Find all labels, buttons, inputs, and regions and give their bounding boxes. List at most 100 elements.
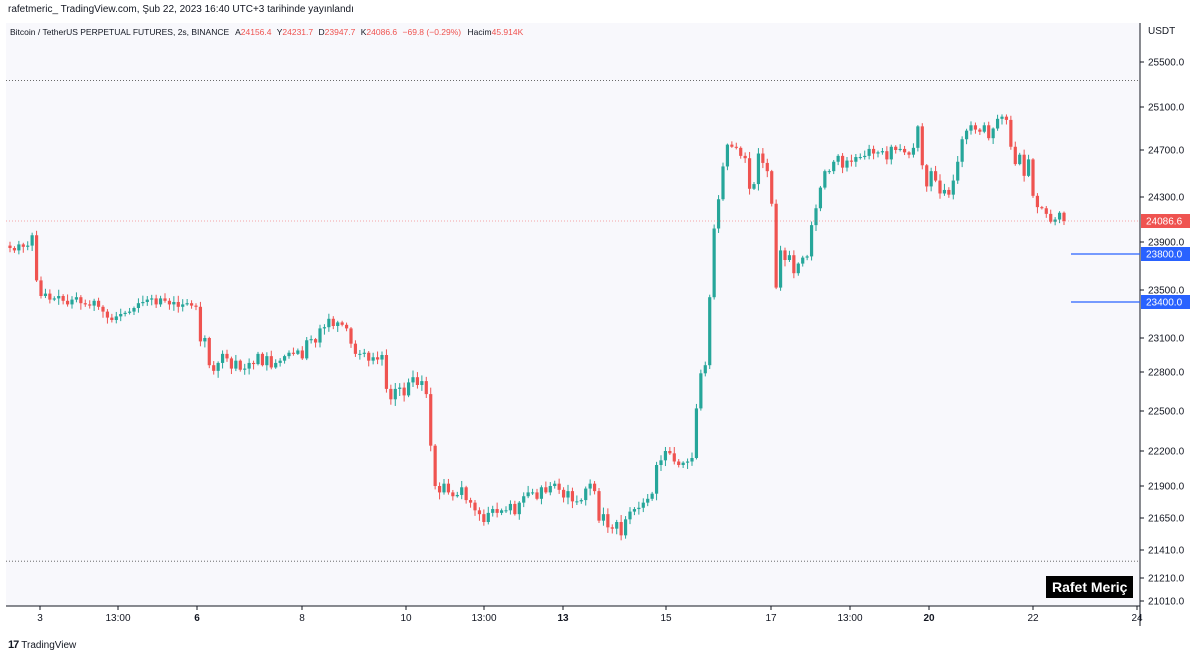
candle-body — [495, 509, 499, 513]
candle-body — [269, 356, 273, 368]
candle-body — [827, 171, 831, 173]
candle-body — [747, 158, 752, 189]
candle-body — [1044, 208, 1048, 214]
candle-body — [991, 128, 995, 139]
candle-body — [189, 303, 194, 306]
candle-body — [863, 155, 867, 158]
candle-body — [437, 486, 442, 493]
candle-body — [172, 302, 176, 305]
candle-body — [468, 500, 473, 503]
price-tick-label: 21900.0 — [1148, 482, 1185, 493]
candle-body — [814, 208, 818, 226]
support-level-badge — [1141, 295, 1190, 309]
plot-area[interactable] — [6, 23, 1140, 606]
candle-body — [1022, 154, 1026, 176]
candle-body — [181, 304, 185, 307]
time-tick-label: 13 — [557, 613, 569, 624]
candle-body — [318, 328, 322, 343]
tradingview-logo-icon[interactable]: 17 — [8, 639, 19, 651]
candle-body — [765, 162, 769, 172]
candle-body — [411, 377, 415, 383]
horizontal-levels[interactable]: 23800.0 23400.0 — [1071, 247, 1190, 309]
candle-body — [336, 322, 340, 326]
candle-body — [127, 311, 132, 313]
candle-body — [194, 305, 198, 307]
time-tick-label: 17 — [765, 613, 777, 624]
candle-body — [367, 352, 371, 361]
candle-body — [491, 509, 495, 513]
candle-body — [1018, 154, 1022, 165]
candle-body — [43, 293, 48, 296]
candle-body — [752, 184, 756, 189]
candle-body — [274, 362, 278, 368]
price-tick-label: 23900.0 — [1148, 238, 1185, 249]
candle-body — [305, 340, 309, 359]
candle-body — [1040, 207, 1044, 209]
candle-body — [105, 311, 110, 318]
candle-body — [916, 126, 920, 148]
candle-body — [929, 171, 933, 187]
candle-body — [721, 166, 725, 200]
last-price-label: 24086.6 — [1146, 217, 1183, 228]
candle-body — [154, 298, 158, 305]
candle-body — [26, 245, 30, 247]
candle-body — [969, 125, 973, 131]
candle-body — [801, 257, 805, 264]
candle-body — [650, 493, 654, 499]
candle-body — [389, 388, 393, 400]
candle-body — [575, 501, 579, 503]
price-axis[interactable]: 25500.0 25100.0 24700.0 24300.0 23900.0 23500… — [1140, 58, 1190, 608]
candle-body — [282, 356, 287, 361]
candle-body — [406, 382, 411, 396]
candle-body — [163, 298, 167, 301]
candle-body — [464, 487, 468, 501]
candle-body — [96, 300, 101, 307]
time-tick-label: 15 — [660, 613, 672, 624]
candle-body — [743, 155, 747, 159]
candle-body — [539, 487, 544, 499]
candle-body — [167, 300, 172, 305]
candle-body — [1053, 219, 1057, 222]
candle-body — [561, 489, 566, 498]
brand-name[interactable]: TradingView — [21, 639, 77, 651]
candle-body — [885, 151, 889, 160]
price-tick-label: 22500.0 — [1148, 407, 1185, 418]
candle-body — [393, 388, 397, 400]
candle-body — [260, 353, 265, 366]
candle-body — [584, 488, 588, 501]
candle-body — [690, 458, 694, 462]
candle-body — [203, 338, 207, 342]
support-level-badge — [1141, 247, 1190, 261]
price-tick-label: 23100.0 — [1148, 334, 1185, 345]
open-label: A — [235, 27, 241, 37]
time-tick-label: 20 — [923, 613, 935, 624]
candle-body — [331, 318, 335, 326]
footer[interactable]: 17 TradingView — [8, 638, 76, 652]
candle-body — [1057, 212, 1062, 220]
candle-body — [344, 324, 349, 329]
candle-body — [74, 297, 79, 300]
candle-body — [482, 514, 486, 522]
candle-body — [375, 357, 380, 360]
candle-body — [522, 496, 526, 503]
candle-body — [12, 248, 17, 251]
time-axis[interactable]: 3 13:00 6 8 10 13:00 13 15 17 13:00 20 22 24 — [37, 606, 1143, 624]
candle-body — [362, 352, 366, 354]
price-tick-label: 24300.0 — [1148, 193, 1185, 204]
candle-body — [637, 507, 641, 510]
candle-body — [708, 297, 712, 366]
candle-body — [517, 502, 521, 515]
candle-body — [632, 509, 637, 512]
candle-body — [672, 453, 676, 462]
candle-body — [455, 494, 459, 497]
candle-body — [659, 460, 663, 465]
price-chart[interactable]: 23800.0 23400.0 25500.0 25100.0 24700.0 2430… — [0, 20, 1200, 636]
candle-body — [973, 125, 978, 130]
candle-body — [623, 519, 628, 536]
candle-body — [424, 381, 428, 395]
candle-body — [1009, 119, 1013, 147]
price-tick-label: 25500.0 — [1148, 58, 1185, 69]
candle-body — [256, 353, 260, 365]
candle-body — [845, 160, 849, 168]
time-tick-label: 13:00 — [837, 613, 862, 624]
